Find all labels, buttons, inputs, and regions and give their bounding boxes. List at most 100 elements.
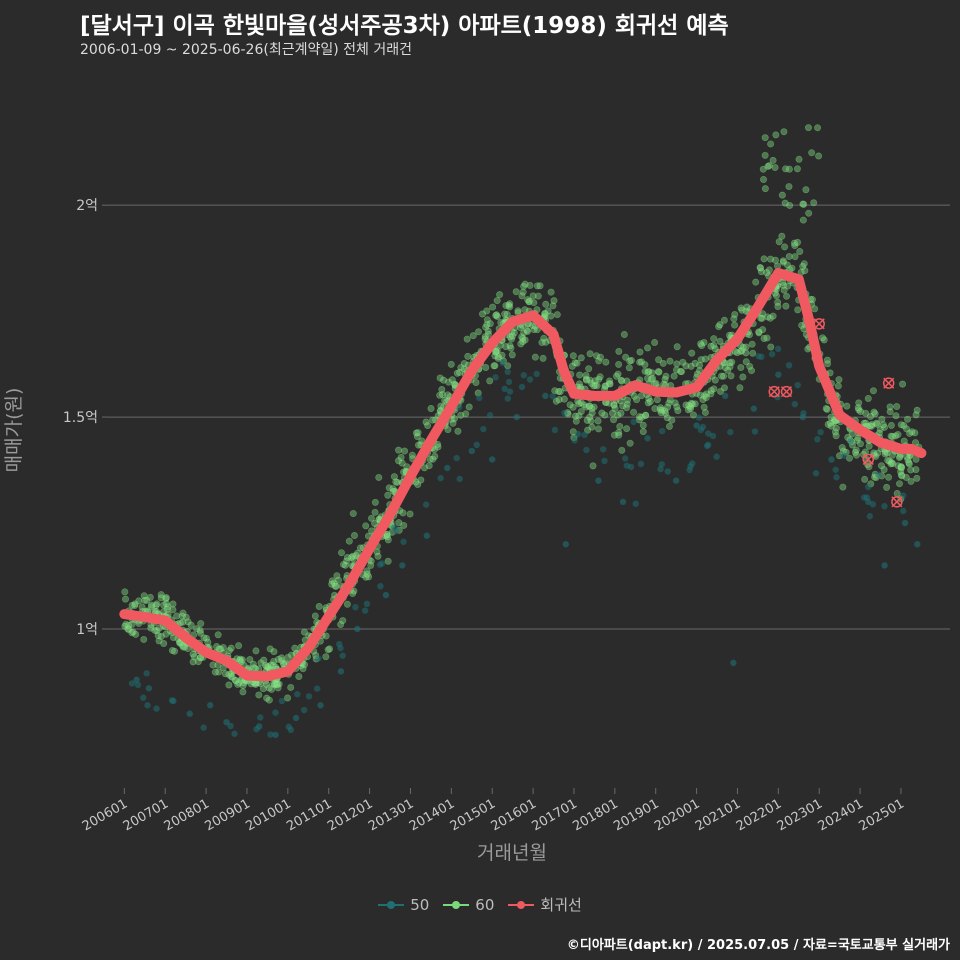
point-series-60 (771, 256, 779, 264)
point-series-60 (227, 672, 235, 680)
point-series-60 (132, 630, 140, 638)
point-series-60 (324, 646, 332, 654)
point-series-60 (331, 582, 339, 590)
point-series-50 (501, 385, 508, 393)
point-series-60 (686, 405, 694, 413)
point-series-60 (483, 307, 491, 315)
point-series-60 (824, 420, 832, 428)
point-series-60 (804, 124, 812, 132)
point-series-50 (750, 405, 758, 412)
point-series-60 (420, 464, 428, 472)
point-series-60 (560, 395, 568, 403)
point-series-60 (588, 409, 596, 417)
point-series-60 (897, 468, 905, 476)
point-series-60 (406, 510, 414, 518)
point-series-60 (209, 661, 217, 669)
point-series-60 (555, 396, 563, 404)
point-series-50 (287, 726, 295, 734)
point-series-50 (619, 498, 627, 506)
point-series-60 (701, 408, 709, 416)
point-series-60 (219, 643, 227, 651)
point-series-60 (400, 468, 408, 476)
point-series-60 (518, 333, 526, 341)
point-series-60 (280, 660, 288, 668)
point-series-50 (476, 394, 483, 402)
point-series-60 (414, 429, 422, 437)
point-series-60 (851, 448, 859, 456)
point-series-60 (541, 310, 549, 318)
point-series-60 (225, 647, 233, 655)
point-series-60 (721, 363, 729, 371)
point-series-50 (542, 392, 549, 400)
point-series-60 (349, 552, 357, 560)
point-series-60 (761, 185, 769, 193)
point-series-60 (131, 601, 139, 609)
point-series-60 (189, 658, 197, 666)
point-series-60 (182, 613, 190, 621)
point-series-60 (221, 670, 229, 678)
point-series-60 (739, 343, 747, 351)
x-tick-label: 202201 (734, 796, 784, 834)
chart-title: [달서구] 이곡 한빛마을(성서주공3차) 아파트(1998) 회귀선 예측 (80, 13, 729, 39)
point-series-60 (710, 385, 718, 393)
point-series-50 (153, 705, 160, 712)
legend-item-50: 50 (378, 896, 429, 914)
point-series-60 (606, 380, 614, 388)
point-series-50 (231, 730, 238, 737)
point-series-60 (588, 404, 596, 412)
x-tick-label: 200601 (80, 796, 130, 834)
point-series-50 (574, 430, 582, 438)
point-series-60 (657, 404, 665, 412)
point-series-60 (525, 297, 533, 305)
point-series-60 (885, 457, 893, 465)
point-series-60 (580, 401, 588, 409)
point-series-60 (907, 466, 915, 474)
point-series-60 (274, 680, 282, 688)
point-series-50 (267, 731, 274, 738)
point-series-60 (270, 657, 278, 665)
point-series-50 (875, 471, 882, 478)
x-tick-label: 201601 (489, 796, 539, 834)
point-series-60 (187, 621, 195, 629)
point-series-50 (272, 731, 279, 739)
point-series-60 (162, 600, 170, 608)
point-series-60 (264, 662, 272, 670)
point-series-60 (743, 303, 751, 311)
point-series-60 (887, 432, 895, 440)
point-series-60 (760, 334, 768, 342)
point-series-60 (273, 681, 281, 689)
point-series-60 (334, 576, 342, 584)
point-series-60 (783, 292, 791, 300)
point-series-60 (590, 382, 598, 390)
point-series-60 (617, 376, 625, 384)
point-series-60 (539, 354, 547, 362)
point-series-60 (434, 440, 442, 448)
point-series-60 (796, 247, 804, 255)
point-series-50 (622, 455, 629, 462)
point-series-50 (294, 690, 301, 698)
point-series-60 (688, 349, 696, 357)
point-series-60 (598, 409, 606, 417)
point-series-60 (785, 183, 793, 191)
point-series-60 (235, 679, 243, 687)
point-series-60 (179, 609, 187, 617)
point-series-60 (684, 406, 692, 414)
point-series-60 (887, 460, 895, 468)
point-series-60 (782, 302, 790, 310)
point-series-60 (569, 352, 577, 360)
point-series-60 (645, 368, 653, 376)
point-series-60 (793, 165, 801, 173)
point-series-60 (295, 673, 303, 681)
point-series-60 (239, 688, 247, 696)
point-series-60 (486, 320, 494, 328)
point-series-60 (337, 620, 345, 628)
regression-marker (882, 377, 895, 389)
point-series-60 (871, 410, 879, 418)
point-series-60 (687, 362, 695, 370)
point-series-60 (203, 634, 211, 642)
point-series-60 (601, 382, 609, 390)
point-series-60 (441, 396, 449, 404)
point-series-60 (429, 416, 437, 424)
point-series-60 (362, 522, 370, 530)
